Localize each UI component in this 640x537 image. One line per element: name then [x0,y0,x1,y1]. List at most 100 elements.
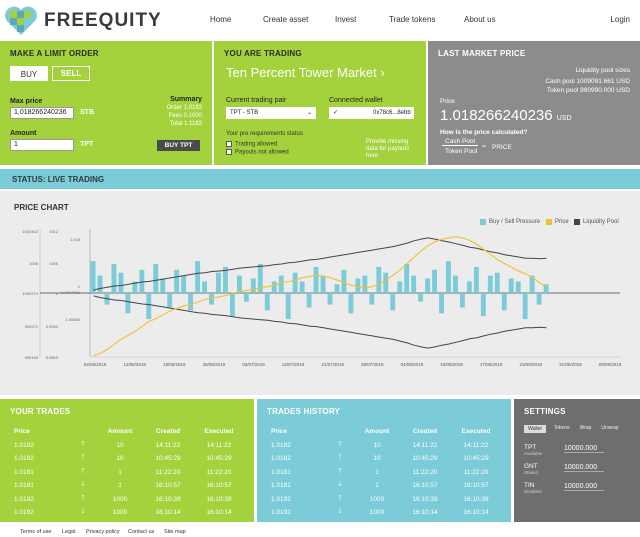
y-tick-label: 999199 [25,355,39,360]
table-row[interactable]: 1.0181 🡓 1 16:10:57 16:10:57 [14,479,244,493]
price-series-line [93,236,547,357]
table-row[interactable]: 1.0182 🡑 10 10:45:29 10:45:29 [271,452,501,466]
pressure-bar [411,275,417,293]
table-cell: 16:10:39 [155,495,181,503]
tab-wrap[interactable]: Wrap [579,425,592,431]
footer-terms[interactable]: Terms of use [20,529,52,535]
formula-equals: = [482,143,486,150]
table-row[interactable]: 1.0182 🡑 10 10:45:29 10:45:29 [14,452,244,466]
pressure-bar [160,278,166,293]
footer-privacy[interactable]: Privacy policy [86,529,120,535]
wallet-select[interactable]: ✓ 0x78c6...8ebb [329,107,414,119]
table-cell: 1.0182 [14,441,34,449]
setting-tpt-value[interactable]: 10000.000 [564,445,604,453]
pressure-bar [515,281,521,293]
price-chart: PRICE CHART Buy / Sell Pressure Price Li… [0,191,640,395]
table-cell: 16:10:57 [463,482,489,490]
footer-legal[interactable]: Legal [62,529,76,535]
y-tick-label: 1012 [49,229,59,234]
table-row[interactable]: 1.0181 🡑 1 11:22:20 11:22:20 [271,466,501,480]
nav-trade-tokens[interactable]: Trade tokens [389,15,436,24]
max-price-input[interactable]: 1,018266240236 [10,107,74,119]
wallet-label: Connected wallet [329,97,383,104]
setting-tin-value[interactable]: 10000.000 [564,483,604,491]
footer-sitemap[interactable]: Site map [164,529,186,535]
login-link[interactable]: Login [610,15,630,24]
arrow-down-icon: 🡓 [81,508,85,516]
your-trades-table: Price Amount Created Executed 1.0182 🡑 10 14:11… [14,425,244,520]
sell-toggle-button[interactable]: SELL [52,66,90,81]
tab-wallet[interactable]: Wallet [524,425,546,433]
table-cell: 10 [373,455,381,463]
table-cell: 1 [118,468,122,476]
nav-home[interactable]: Home [210,15,232,24]
logo-icon[interactable] [4,3,38,37]
setting-gnt-value[interactable]: 10000.000 [564,464,604,472]
chart-canvas: 1020402100610002749902719991991012100610… [22,229,622,367]
pressure-bar [397,281,403,293]
x-tick-label: 10/08/2019 [440,362,463,367]
table-row[interactable]: 1.0182 🡑 10 14:11:22 14:11:22 [14,439,244,453]
nav-invest[interactable]: Invest [335,15,357,24]
table-cell: 10:45:29 [206,455,232,463]
trades-history-header-cell: Price [271,428,287,436]
table-row[interactable]: 1.0192 🡑 1000 16:10:39 16:10:39 [14,493,244,507]
table-row[interactable]: 1.0192 🡓 1000 16:10:14 16:10:14 [271,506,501,520]
trades-history-title: TRADES HISTORY [267,407,341,416]
table-row[interactable]: 1.0192 🡑 1000 16:10:39 16:10:39 [271,493,501,507]
pressure-bar [209,293,214,305]
table-row[interactable]: 1.0181 🡑 1 11:22:20 11:22:20 [14,466,244,480]
table-row[interactable]: 1.0181 🡓 1 16:10:57 16:10:57 [271,479,501,493]
setting-tin-sub: Disabled [524,489,542,494]
pressure-bar [348,293,354,314]
pressure-bar [111,264,117,293]
max-price-label: Max price [10,98,43,105]
missing-data-link[interactable]: Provide missing data for payouts here [366,139,410,159]
your-trades-header-cell: Amount [107,428,133,436]
trading-asset-link[interactable]: Ten Percent Tower Market › [226,65,385,80]
table-cell: 1.0192 [14,509,34,517]
buy-toggle-button[interactable]: BUY [10,66,48,81]
tab-unwrap[interactable]: Unwrap [601,425,619,431]
table-cell: 10 [116,455,124,463]
amount-label: Amount [10,130,37,137]
trading-title: YOU ARE TRADING [224,49,302,58]
pressure-bar [188,293,194,311]
table-cell: 1.0181 [271,468,291,476]
nav-create-asset[interactable]: Create asset [263,15,309,24]
table-row[interactable]: 1.0182 🡑 10 14:11:22 14:11:22 [271,439,501,453]
table-cell: 16:10:14 [155,509,181,517]
table-cell: 14:11:22 [206,441,232,449]
trades-history-header-cell: Executed [461,428,491,436]
pressure-bar [257,264,263,293]
token-pool: Token pool 990990.000 USD [546,87,630,94]
arrow-down-icon: 🡓 [81,481,85,489]
status-text: STATUS: LIVE TRADING [12,175,105,184]
legend-price: Price [546,219,569,225]
pressure-bar [250,278,256,293]
pressure-bar [271,281,277,293]
y-tick-label: 990271 [25,324,39,329]
pressure-bar [195,261,201,293]
table-row[interactable]: 1.0192 🡓 1000 16:10:14 16:10:14 [14,506,244,520]
table-cell: 1.0181 [271,482,291,490]
table-cell: 1000 [112,509,128,517]
pressure-bar [236,275,242,293]
nav-about-us[interactable]: About us [464,15,496,24]
amount-input[interactable]: 1 [10,139,74,151]
tab-tokens[interactable]: Tokens [553,425,570,431]
pair-select[interactable]: TPT - STB ⌄ [226,107,316,119]
footer-contact[interactable]: Contact us [128,529,155,535]
table-cell: 16:10:39 [463,495,489,503]
order-summary: Summary Order 1.0183 Fees 0.1000 Total 1… [167,96,202,128]
table-cell: 14:11:22 [155,441,181,449]
pressure-bar [313,266,319,293]
formula-denominator: Token Pool [445,148,478,155]
settings-tabs: Wallet Tokens Wrap Unwrap [524,425,629,433]
x-tick-label: 03/07/2019 [242,362,265,367]
x-tick-label: 31/08/2019 [559,362,582,367]
buy-tpt-button[interactable]: BUY TPT [157,140,200,151]
setting-gnt-sub: Staked [524,470,539,475]
arrow-down-icon: 🡓 [338,481,342,489]
legend-label-pressure: Buy / Sell Pressure [489,219,541,225]
